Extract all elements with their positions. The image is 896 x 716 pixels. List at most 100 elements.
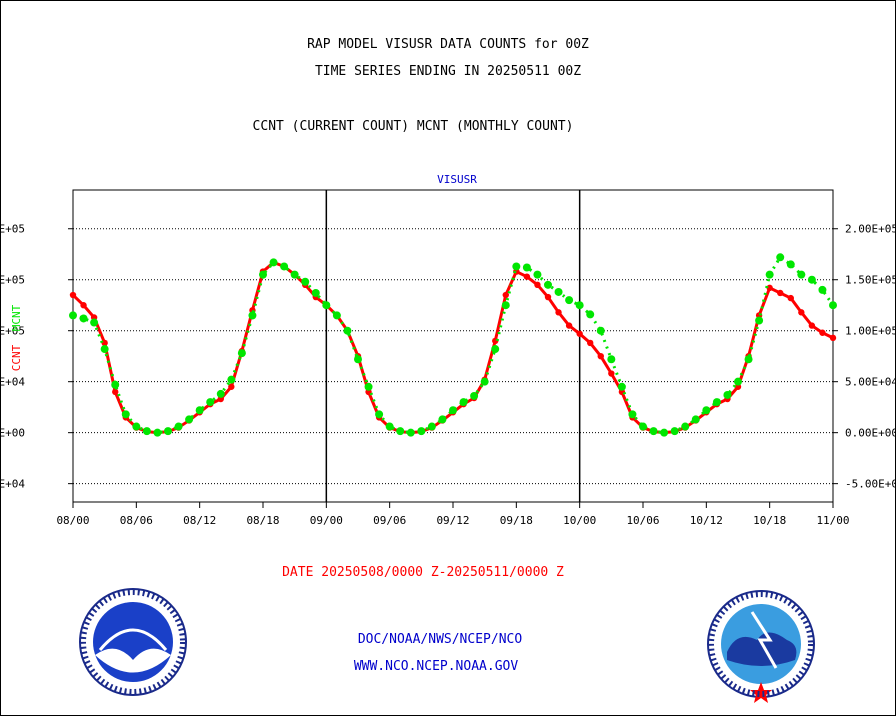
- data-point-mcnt: [280, 262, 289, 271]
- xtick-label: 10/12: [690, 514, 723, 527]
- data-point-mcnt: [290, 270, 299, 279]
- ytick-left-label: .0E+00: [0, 427, 25, 440]
- date-range-label: DATE 20250508/0000 Z-20250511/0000 Z: [282, 565, 564, 580]
- data-point-mcnt: [723, 390, 732, 399]
- data-point-mcnt: [332, 311, 341, 320]
- data-point-mcnt: [670, 427, 679, 436]
- ytick-right-label: 1.00E+05: [845, 325, 896, 338]
- xtick-label: 09/18: [500, 514, 533, 527]
- data-point-ccnt: [555, 309, 562, 316]
- ylabel-mcnt: MCNT: [10, 304, 23, 331]
- data-point-mcnt: [744, 355, 753, 364]
- data-point-mcnt: [607, 355, 616, 364]
- data-point-mcnt: [512, 262, 521, 271]
- data-point-ccnt: [597, 352, 604, 360]
- data-point-mcnt: [617, 382, 626, 391]
- data-point-mcnt: [818, 285, 827, 294]
- data-point-mcnt: [533, 270, 542, 279]
- data-point-mcnt: [438, 415, 447, 424]
- data-point-ccnt: [819, 329, 826, 336]
- ytick-right-label: 5.00E+04: [845, 376, 896, 389]
- data-point-mcnt: [501, 301, 510, 310]
- data-point-ccnt: [787, 294, 794, 302]
- chart-title-line2: TIME SERIES ENDING IN 20250511 00Z: [314, 64, 582, 79]
- data-point-mcnt: [69, 311, 77, 320]
- plot-area: [72, 189, 834, 503]
- data-point-ccnt: [808, 322, 816, 329]
- xtick-label: 08/00: [56, 514, 89, 527]
- data-point-mcnt: [628, 410, 637, 419]
- data-point-mcnt: [174, 422, 183, 431]
- data-point-mcnt: [385, 422, 394, 431]
- data-point-mcnt: [311, 288, 320, 297]
- data-point-mcnt: [185, 415, 194, 424]
- data-point-mcnt: [681, 422, 690, 431]
- data-point-ccnt: [112, 388, 119, 396]
- data-point-mcnt: [702, 406, 711, 415]
- xtick-label: 10/18: [753, 514, 786, 527]
- data-point-mcnt: [691, 415, 700, 424]
- organization-label: DOC/NOAA/NWS/NCEP/NCO: [357, 632, 523, 647]
- data-point-mcnt: [522, 263, 531, 272]
- ytick-left-label: .0E+04: [0, 478, 25, 491]
- xtick-label: 09/00: [310, 514, 343, 527]
- data-point-mcnt: [417, 427, 426, 436]
- data-point-ccnt: [608, 370, 615, 377]
- data-point-mcnt: [470, 391, 479, 400]
- data-point-mcnt: [596, 326, 605, 335]
- data-point-ccnt: [534, 281, 541, 289]
- ytick-left-label: .0E+05: [0, 325, 25, 338]
- data-point-ccnt: [80, 302, 87, 309]
- data-point-mcnt: [797, 270, 806, 279]
- data-point-mcnt: [586, 310, 595, 319]
- data-point-ccnt: [777, 289, 784, 297]
- data-point-mcnt: [649, 427, 658, 436]
- data-point-mcnt: [786, 260, 795, 269]
- data-point-mcnt: [712, 398, 721, 407]
- data-point-mcnt: [121, 410, 130, 419]
- data-point-mcnt: [100, 345, 109, 354]
- xtick-label: 08/12: [183, 514, 216, 527]
- data-point-mcnt: [237, 349, 246, 358]
- data-point-mcnt: [142, 427, 151, 436]
- plot-title: VISUSR: [437, 173, 477, 186]
- data-point-mcnt: [491, 345, 500, 354]
- ytick-left-label: .5E+05: [0, 274, 25, 287]
- data-point-mcnt: [153, 428, 162, 437]
- data-point-mcnt: [565, 296, 574, 305]
- data-point-mcnt: [90, 318, 99, 327]
- data-point-ccnt: [565, 322, 573, 329]
- data-point-mcnt: [427, 422, 436, 431]
- data-point-mcnt: [765, 270, 774, 279]
- website-label: WWW.NCO.NCEP.NOAA.GOV: [353, 659, 519, 674]
- data-point-ccnt: [829, 334, 837, 342]
- chart-title-line1: RAP MODEL VISUSR DATA COUNTS for 00Z: [307, 37, 589, 52]
- data-point-mcnt: [829, 301, 837, 310]
- data-point-mcnt: [248, 311, 257, 320]
- xtick-label: 11/00: [816, 514, 849, 527]
- ytick-left-label: .0E+04: [0, 376, 25, 389]
- data-point-mcnt: [206, 398, 215, 407]
- ytick-right-label: 2.00E+05: [845, 223, 896, 236]
- data-point-ccnt: [587, 339, 594, 347]
- data-point-mcnt: [807, 275, 816, 284]
- data-point-mcnt: [480, 377, 489, 386]
- data-point-mcnt: [575, 301, 584, 310]
- data-point-mcnt: [554, 287, 563, 296]
- data-point-mcnt: [660, 428, 669, 437]
- data-point-mcnt: [734, 377, 742, 386]
- xtick-label: 08/06: [120, 514, 153, 527]
- data-point-mcnt: [449, 406, 457, 415]
- data-point-ccnt: [228, 383, 235, 390]
- ylabel-ccnt: CCNT: [10, 344, 23, 371]
- ytick-right-label: 1.50E+05: [845, 274, 896, 287]
- data-point-ccnt: [766, 284, 773, 292]
- xtick-label: 09/12: [436, 514, 469, 527]
- xtick-label: 10/06: [626, 514, 659, 527]
- xtick-label: 09/06: [373, 514, 406, 527]
- data-point-mcnt: [396, 427, 405, 436]
- data-point-mcnt: [364, 382, 373, 391]
- data-point-ccnt: [576, 330, 583, 337]
- chart-subtitle: CCNT (CURRENT COUNT) MCNT (MONTHLY COUNT…: [252, 119, 574, 134]
